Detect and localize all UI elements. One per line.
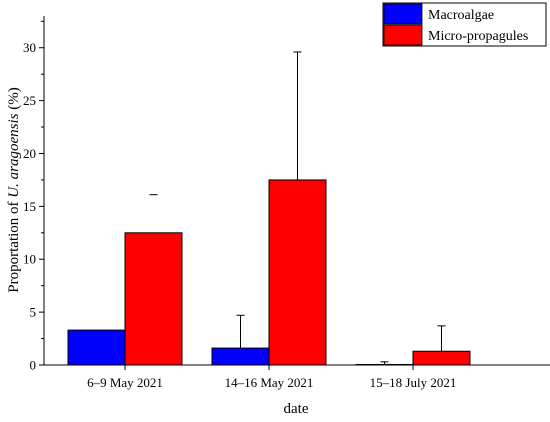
y-tick-label-10: 10 [23,252,36,267]
y-tick-label-0: 0 [30,358,37,373]
y-axis-title-prefix: Proportation of [6,198,22,293]
y-tick-label-15: 15 [23,199,36,214]
y-tick-label-30: 30 [23,40,36,55]
x-axis-title: date [284,401,309,417]
legend: Macroalgae Micro-propagules [382,2,547,47]
bar-macroalgae-1 [211,347,270,366]
y-axis-title-species: U. aragoensis [6,113,22,197]
x-tick-label-0: 6–9 May 2021 [87,375,163,390]
x-tick-label-1: 14–16 May 2021 [225,375,314,390]
bar-macroalgae-2 [355,363,414,366]
legend-label-micro-propagules: Micro-propagules [428,29,528,44]
x-tick-label-2: 15–18 July 2021 [370,375,457,390]
y-tick-group: 0 5 10 15 20 25 30 [23,20,44,373]
y-axis-title-suffix: (%) [6,87,22,113]
bar-macroalgae-0 [67,329,126,366]
bar-micro-propagules-1 [268,179,327,366]
y-tick-label-25: 25 [23,93,36,108]
y-axis-title: Proportation of U. aragoensis (%) [6,87,22,292]
bar-micro-propagules-0 [124,232,183,366]
y-tick-label-20: 20 [23,146,36,161]
bar-micro-propagules-2 [412,350,471,366]
bar-group [67,179,471,366]
error-bar-group [149,51,446,365]
y-tick-label-5: 5 [30,305,37,320]
legend-swatch-macroalgae [383,3,423,25]
x-tick-group: 6–9 May 2021 14–16 May 2021 15–18 July 202… [87,365,456,390]
legend-swatch-micro-propagules [383,24,423,46]
legend-label-macroalgae: Macroalgae [428,8,494,23]
